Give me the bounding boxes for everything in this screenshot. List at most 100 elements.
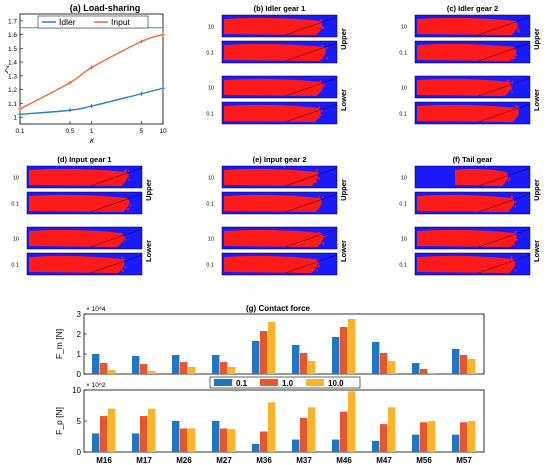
legend-01-swatch	[214, 379, 232, 386]
contact-map-frame	[221, 165, 338, 189]
contact-speckle	[510, 267, 513, 270]
contact-map-frame	[221, 226, 338, 250]
bar-M17-10.0	[148, 408, 156, 452]
bar-M36-10.0	[268, 322, 276, 374]
contact-speckle	[314, 171, 317, 174]
panel-a-ytick-label: 1.4	[8, 60, 17, 67]
bar-M47-0.1	[372, 342, 380, 374]
bar-M37-0.1	[292, 439, 300, 452]
contact-speckle	[319, 87, 321, 90]
contact-line	[285, 77, 338, 97]
bar-M46-1.0	[340, 411, 348, 452]
contact-speckle	[506, 176, 509, 179]
contact-speckle	[313, 266, 316, 269]
bar-M16-1.0	[100, 363, 108, 374]
contact-line	[90, 193, 143, 213]
contact-pressure-region	[224, 255, 318, 273]
panel-g-bottom-ytick-label: 5	[77, 417, 82, 426]
panel-g-top-multiplier: × 10^4	[86, 306, 106, 313]
contact-speckle	[515, 54, 518, 57]
panel-g-category-label: M47	[376, 456, 392, 465]
contact-pressure-region	[224, 194, 322, 212]
contact-map-frame	[414, 252, 531, 276]
contact-map-tick: 10	[13, 176, 19, 182]
contact-pressure-region	[224, 78, 323, 96]
contact-speckle	[510, 257, 513, 260]
contact-speckle	[504, 177, 507, 180]
contact-speckle	[126, 175, 129, 178]
panel-g-top-ytick-label: 3	[77, 310, 82, 319]
contact-map-tick: 10	[401, 25, 407, 31]
panel-g-ticks: 0 1 2 3 0 5 10 M16 M17 M26 M27 M36 M37 M46 M47 M56 M57	[72, 310, 472, 465]
contact-speckle	[127, 170, 130, 173]
contact-speckle	[124, 207, 127, 210]
contact-speckle	[321, 109, 324, 112]
panel-f-title: (f) Tail gear	[453, 155, 493, 164]
bar-M27-1.0	[220, 362, 228, 374]
contact-speckle	[318, 116, 321, 119]
contact-speckle	[319, 114, 322, 116]
contact-speckle	[316, 205, 319, 208]
series-point-input	[161, 32, 165, 37]
series-point-input	[67, 80, 72, 85]
bar-M47-10.0	[388, 361, 396, 374]
panel-a-xtick-label: 0.1	[15, 128, 24, 135]
panel-g-category-label: M36	[256, 456, 272, 465]
legend-100-label: 10.0	[328, 379, 344, 388]
contact-speckle	[124, 238, 126, 241]
contact-line	[478, 228, 531, 248]
contact-pressure-region	[224, 43, 326, 61]
contact-map-tick: 0.1	[11, 202, 19, 208]
bar-M26-1.0	[180, 362, 188, 374]
contact-speckle	[121, 256, 123, 259]
contact-pressure-region	[417, 78, 512, 96]
contact-speckle	[517, 30, 519, 32]
contact-speckle	[313, 173, 316, 176]
contact-speckle	[321, 242, 324, 245]
contact-map-frame	[414, 191, 531, 215]
contact-map-tick: 10	[401, 237, 407, 243]
contact-speckle	[516, 25, 519, 28]
panel-a-xtick-label: 5	[140, 128, 144, 135]
panel-e-title: (e) Input gear 2	[253, 155, 307, 164]
bar-M56-1.0	[420, 422, 428, 452]
panel-b: (b) Idler gear 1 10 0.1 10 0.1 Upper Lower	[206, 4, 348, 125]
panel-a-ylabel: ζ	[5, 65, 10, 74]
contact-speckle	[516, 238, 519, 241]
contact-speckle	[515, 109, 517, 112]
contact-speckle	[318, 111, 321, 114]
bar-M26-0.1	[172, 421, 180, 452]
panel-g-bottom-bars	[92, 391, 476, 452]
bar-M37-10.0	[308, 407, 316, 452]
panel-a-legend: Idler Input	[37, 15, 149, 29]
bar-M56-10.0	[428, 373, 436, 374]
series-point-input	[18, 106, 22, 111]
contact-map-side-label: Upper	[532, 179, 541, 201]
contact-map-side-label: Lower	[532, 89, 541, 111]
contact-map-frame	[414, 40, 531, 64]
bar-M47-1.0	[380, 424, 388, 452]
contact-speckle	[324, 48, 327, 50]
contact-speckle	[321, 44, 324, 47]
contact-speckle	[515, 239, 517, 242]
contact-line	[90, 228, 143, 248]
contact-speckle	[513, 243, 516, 246]
contact-line	[90, 167, 143, 187]
contact-speckle	[315, 169, 318, 172]
contact-map-tick: 0.1	[11, 263, 19, 269]
bar-M36-1.0	[260, 431, 268, 452]
series-point-input	[139, 39, 144, 44]
bar-M17-10.0	[148, 371, 156, 374]
bar-M57-1.0	[460, 355, 468, 374]
bar-M56-0.1	[412, 434, 420, 452]
bar-M56-0.1	[412, 363, 420, 374]
series-point-idler	[139, 91, 144, 96]
contact-speckle	[506, 86, 509, 89]
contact-map-side-label: Upper	[339, 28, 348, 50]
panel-g-bottom-ytick-label: 10	[72, 386, 81, 395]
contact-pressure-region	[29, 194, 130, 212]
contact-map-panels: (b) Idler gear 1100.1100.1UpperLower(c) …	[11, 4, 541, 276]
contact-speckle	[514, 230, 517, 233]
bar-M56-1.0	[420, 369, 428, 374]
panel-g-top-axes	[83, 313, 485, 375]
